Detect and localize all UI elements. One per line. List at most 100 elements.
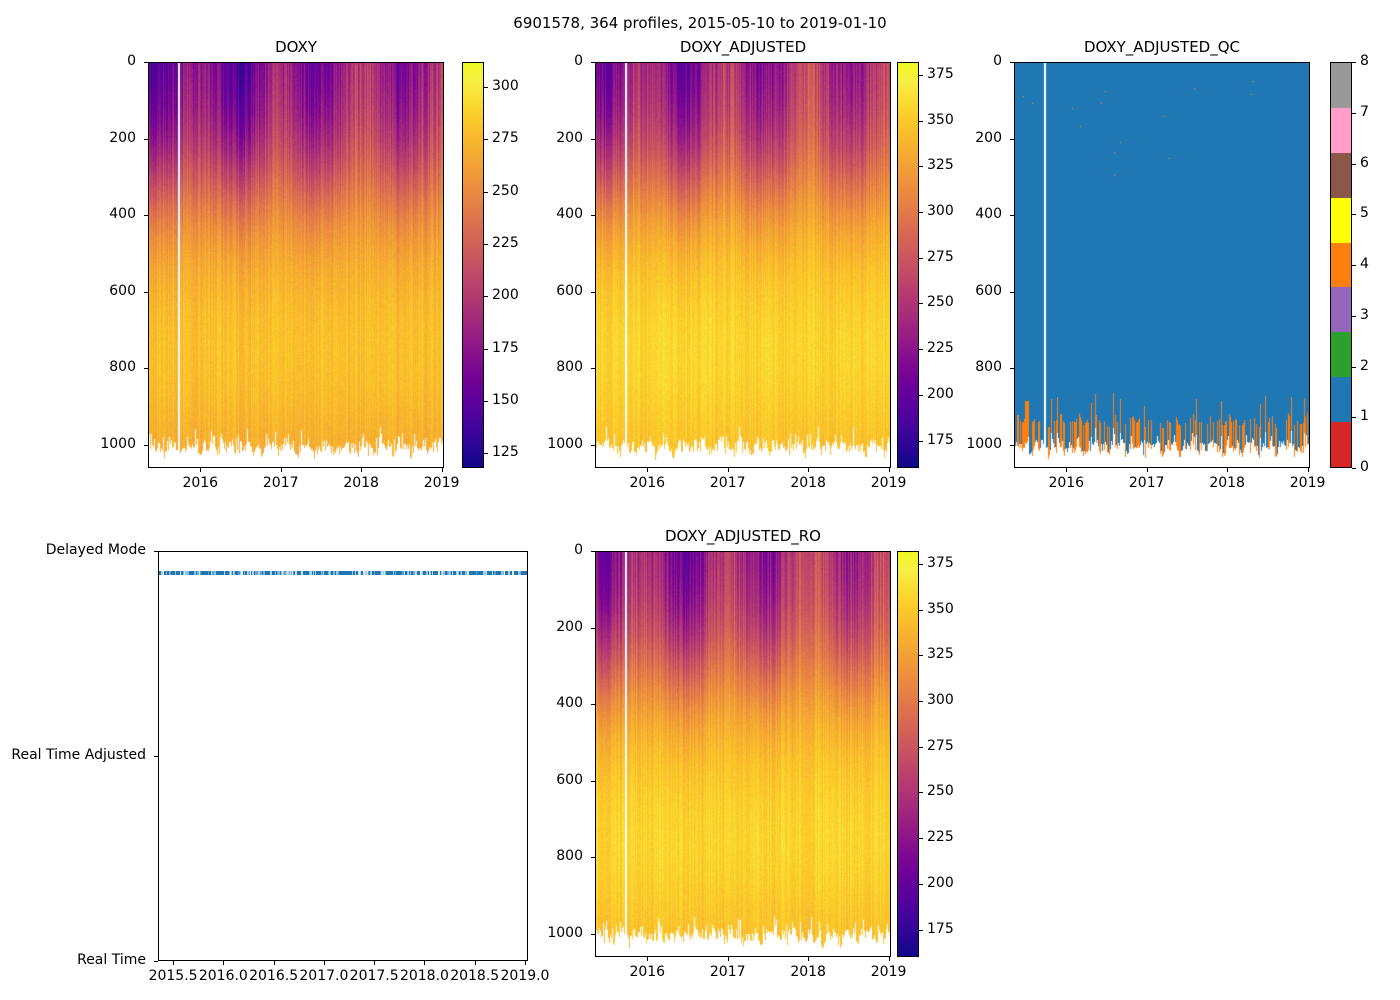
- mode-line-gap: [483, 571, 485, 575]
- mode-axes[interactable]: [158, 551, 528, 961]
- mode-ytick-label-2: Real Time: [77, 952, 146, 968]
- mode-line-gap: [241, 571, 244, 575]
- qc-xtick-label-0: 2016: [1048, 475, 1085, 491]
- doxy-adjusted-cbtick-label-8: 375: [927, 65, 954, 82]
- mode-line-gap: [456, 571, 459, 575]
- mode-line-gap: [270, 571, 273, 575]
- doxy-adjusted-ro-axes[interactable]: [595, 551, 891, 957]
- doxy-adjusted-cbtick-label-6: 325: [927, 157, 954, 174]
- doxy-xtick-tickmark-2: [361, 468, 362, 472]
- qc-color-band-8: [1331, 63, 1351, 108]
- doxy-ytick-tickmark-5: [144, 445, 148, 446]
- mode-line-gap: [362, 571, 365, 575]
- mode-line-gap: [321, 571, 322, 575]
- mode-line-gap: [248, 571, 249, 575]
- mode-xtick-label-2: 2016.5: [249, 968, 299, 984]
- mode-line-gap: [442, 571, 445, 575]
- doxy-adjusted-ro-ytick-tickmark-3: [591, 781, 595, 782]
- mode-line-gap: [254, 571, 256, 575]
- doxy-adjusted-qc-colorbar[interactable]: [1330, 62, 1352, 468]
- qc-ytick-tickmark-3: [1010, 292, 1014, 293]
- qc-cbtick-label-4: 4: [1360, 256, 1369, 272]
- doxy-ytick-tickmark-4: [144, 368, 148, 369]
- mode-line-gap: [438, 571, 440, 575]
- mode-line-gap: [502, 571, 505, 575]
- mode-line-gap: [233, 571, 236, 575]
- doxy-cbtick-label-4: 225: [492, 235, 519, 252]
- doxy-xtick-label-3: 2019: [423, 475, 460, 491]
- doxy-adjusted-colorbar[interactable]: [897, 62, 919, 468]
- doxy-adjusted-ytick-label-4: 800: [556, 359, 583, 376]
- mode-line-gap: [323, 571, 325, 575]
- mode-line-gap: [312, 571, 315, 575]
- mode-xtick-tickmark-0: [173, 961, 174, 965]
- mode-line-gap: [392, 571, 394, 575]
- doxy-cbtick-label-2: 175: [492, 339, 519, 356]
- doxy-ytick-tickmark-1: [144, 139, 148, 140]
- doxy-adjusted-qc-axes[interactable]: [1014, 62, 1310, 468]
- mode-xtick-tickmark-4: [374, 961, 375, 965]
- doxy-cbtick-label-1: 150: [492, 392, 519, 409]
- doxy-adjusted-axes[interactable]: [595, 62, 891, 468]
- qc-xtick-label-3: 2019: [1289, 475, 1326, 491]
- qc-cbtick-tickmark-1: [1352, 417, 1356, 418]
- qc-cbtick-tickmark-8: [1352, 62, 1356, 63]
- qc-cbtick-label-8: 8: [1360, 53, 1369, 69]
- qc-ytick-label-3: 600: [975, 282, 1002, 299]
- doxy-adjusted-xtick-tickmark-2: [808, 468, 809, 472]
- doxy-adjusted-ytick-label-1: 200: [556, 129, 583, 146]
- doxy-adjusted-ro-colorbar[interactable]: [897, 551, 919, 957]
- mode-line-gap: [336, 571, 339, 575]
- mode-line-gap: [363, 571, 366, 575]
- qc-color-band-0: [1331, 422, 1351, 467]
- mode-line-gap: [170, 571, 171, 575]
- mode-xtick-label-5: 2018.0: [399, 968, 449, 984]
- doxy-adjusted-ro-ytick-tickmark-5: [591, 934, 595, 935]
- mode-line-gap: [285, 571, 288, 575]
- doxy-ytick-tickmark-3: [144, 292, 148, 293]
- doxy-adjusted-xtick-tickmark-3: [889, 468, 890, 472]
- doxy-adjusted-ro-xtick-label-1: 2017: [709, 964, 746, 980]
- doxy-adjusted-ro-xtick-label-0: 2016: [629, 964, 666, 980]
- qc-cbtick-label-0: 0: [1360, 459, 1369, 475]
- mode-line-gap: [166, 571, 168, 575]
- doxy-ytick-label-3: 600: [109, 282, 136, 299]
- doxy-adjusted-ro-ytick-label-5: 1000: [547, 925, 583, 942]
- qc-cbtick-tickmark-5: [1352, 214, 1356, 215]
- doxy-cbtick-tickmark-0: [484, 453, 488, 454]
- doxy-axes[interactable]: [148, 62, 444, 468]
- mode-line-gap: [425, 571, 428, 575]
- mode-line-gap: [357, 571, 361, 575]
- doxy-cbtick-label-7: 300: [492, 78, 519, 95]
- doxy-adjusted-ro-cbtick-label-5: 300: [927, 691, 954, 708]
- doxy-colorbar[interactable]: [462, 62, 484, 468]
- doxy-ytick-label-5: 1000: [100, 436, 136, 453]
- mode-line-gap: [183, 571, 185, 575]
- mode-line-gap: [441, 571, 444, 575]
- qc-cbtick-tickmark-7: [1352, 113, 1356, 114]
- mode-line-gap: [287, 571, 289, 575]
- mode-line-gap: [308, 571, 310, 575]
- doxy-xtick-tickmark-1: [281, 468, 282, 472]
- mode-line-gap: [461, 571, 463, 575]
- mode-xtick-tickmark-7: [525, 961, 526, 965]
- mode-line-gap: [186, 571, 190, 575]
- doxy-cbtick-tickmark-3: [484, 296, 488, 297]
- mode-line-gap: [244, 571, 246, 575]
- mode-line-gap: [281, 571, 284, 575]
- mode-line-gap: [448, 571, 450, 575]
- qc-cbtick-label-6: 6: [1360, 154, 1369, 171]
- qc-color-band-5: [1331, 197, 1351, 243]
- mode-line-gap: [289, 571, 291, 575]
- mode-line-gap: [292, 571, 294, 575]
- doxy-adjusted-ro-ytick-label-1: 200: [556, 618, 583, 635]
- qc-ytick-label-0: 0: [993, 53, 1002, 69]
- qc-color-band-7: [1331, 107, 1351, 153]
- mode-line-gap: [184, 571, 187, 575]
- doxy-adjusted-ro-cbtick-label-3: 250: [927, 783, 954, 800]
- mode-line-gap: [420, 571, 422, 575]
- mode-line-gap: [476, 571, 478, 575]
- mode-line-gap: [419, 571, 422, 575]
- mode-xtick-tickmark-5: [424, 961, 425, 965]
